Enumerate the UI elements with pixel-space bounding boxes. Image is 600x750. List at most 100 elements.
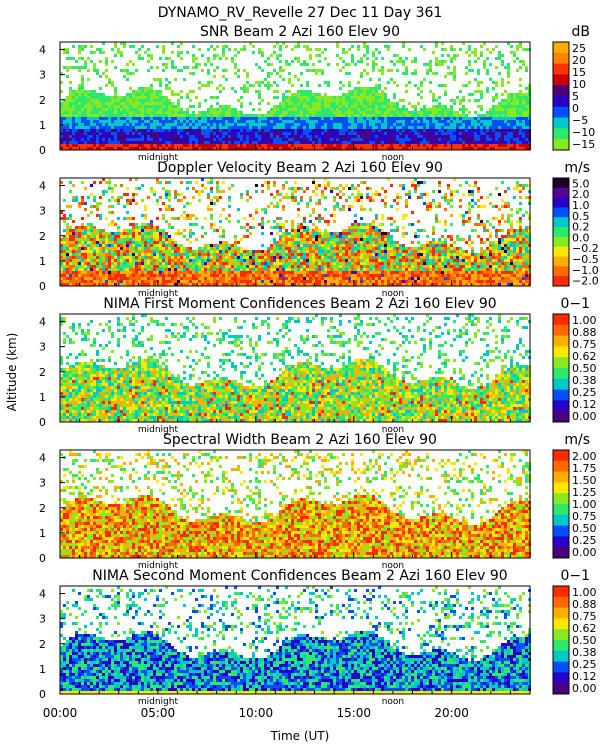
heatmap-cells [60,314,531,422]
colorbar-label: 2.00 [572,450,597,463]
y-tick-label: 2 [39,94,46,107]
panel-4: Spectral Width Beam 2 Azi 160 Elev 90 m/s… [39,432,597,571]
y-tick-label: 4 [39,44,46,57]
marker-label-midnight: midnight [138,289,179,299]
panel-title: Spectral Width Beam 2 Azi 160 Elev 90 [163,432,437,448]
colorbar-label: 0.12 [572,670,597,683]
colorbar-swatch [553,525,569,537]
colorbar-frame [552,41,570,151]
marker-label-noon: noon [382,697,404,707]
colorbar-label: 0.75 [572,510,597,523]
colorbar-label: 15 [572,66,586,79]
heatmap-cells [60,42,531,150]
colorbar-swatch [553,368,569,380]
colorbar-label: 0.38 [572,646,597,659]
colorbar-label: 0.0 [572,231,590,244]
x-tick-label: 10:00 [239,706,274,720]
colorbar-swatch [553,106,569,119]
colorbar-swatch [553,389,569,401]
colorbar-label: 5.0 [572,177,590,190]
marker-label-noon: noon [382,561,404,571]
colorbar-swatch [553,236,569,248]
colorbar-frame [552,585,570,695]
panel-title: SNR Beam 2 Azi 160 Elev 90 [200,24,400,40]
y-tick-label: 3 [39,205,46,218]
heatmap-cells [60,178,531,286]
colorbar-swatch [553,246,569,258]
colorbar-swatch [553,586,569,598]
y-tick-label: 1 [39,527,46,540]
colorbar-label: 1.75 [572,462,597,475]
colorbar-swatch [553,482,569,494]
colorbar-swatch [553,197,569,208]
colorbar-label: 1.0 [572,199,590,212]
x-tick-label: 20:00 [434,706,469,720]
colorbar-label: 1.00 [572,314,597,327]
marker-label-midnight: midnight [138,561,179,571]
panel-title: Doppler Velocity Beam 2 Azi 160 Elev 90 [157,160,443,176]
colorbar-label: 0.2 [572,221,590,234]
colorbar-swatch [553,117,569,129]
y-tick-label: 2 [39,502,46,515]
colorbar-swatch [553,411,569,423]
colorbar-label: 0.50 [572,634,597,647]
colorbar-swatch [553,357,569,369]
colorbar-swatch [553,42,569,54]
x-tick-label: 05:00 [141,706,176,720]
marker-label-midnight: midnight [138,153,179,163]
y-tick-label: 3 [39,341,46,354]
y-tick-label: 1 [39,391,46,404]
colorbar-swatch [553,618,569,630]
colorbar-swatch [553,504,569,516]
colorbar-swatch [553,471,569,483]
colorbar-swatch [553,596,569,609]
panel-title: NIMA Second Moment Confidences Beam 2 Az… [92,568,507,584]
colorbar-swatch [553,536,569,548]
colorbar-label: 0.12 [572,398,597,411]
y-tick-label: 3 [39,69,46,82]
panel-unit: 0−1 [560,296,590,312]
y-tick-label: 0 [39,552,46,565]
y-tick-label: 0 [39,280,46,293]
colorbar-label: 0.5 [572,210,590,223]
colorbar-swatch [553,266,569,277]
colorbar-label: 0.00 [572,410,597,423]
colorbar-swatch [553,607,569,619]
y-tick-label: 0 [39,688,46,701]
colorbar: 1.000.880.750.620.500.380.250.120.00 [552,313,597,423]
colorbar-swatch [553,139,569,151]
colorbar-swatch [553,227,569,238]
y-tick-label: 2 [39,230,46,243]
colorbar-label: 1.00 [572,586,597,599]
colorbar-label: 1.25 [572,486,597,499]
colorbar-label: 1.50 [572,474,597,487]
y-tick-label: 3 [39,477,46,490]
y-tick-label: 1 [39,119,46,132]
colorbar-swatch [553,85,569,97]
colorbar-label: 25 [572,42,586,55]
colorbar-swatch [553,378,569,391]
heatmap-cells [60,450,531,558]
colorbar-label: −0.5 [572,253,599,266]
colorbar-label: 0.62 [572,350,597,363]
figure-title: DYNAMO_RV_Revelle 27 Dec 11 Day 361 [158,5,443,21]
colorbar-frame [552,313,570,423]
x-tick-label: 15:00 [336,706,371,720]
colorbar-swatch [553,400,569,412]
colorbar-swatch [553,324,569,337]
marker-label-noon: noon [382,425,404,435]
colorbar-swatch [553,74,569,86]
marker-label-midnight: midnight [138,425,179,435]
colorbar-label: 0.25 [572,386,597,399]
y-tick-label: 3 [39,613,46,626]
colorbar-swatch [553,650,569,663]
colorbar-label: −1.0 [572,264,599,277]
panel-unit: m/s [564,432,590,448]
y-tick-label: 2 [39,366,46,379]
colorbar-label: −5 [572,114,588,127]
colorbar-label: 0.25 [572,534,597,547]
colorbar-label: −0.2 [572,242,599,255]
colorbar-label: 2.0 [572,188,590,201]
y-tick-label: 4 [39,316,46,329]
